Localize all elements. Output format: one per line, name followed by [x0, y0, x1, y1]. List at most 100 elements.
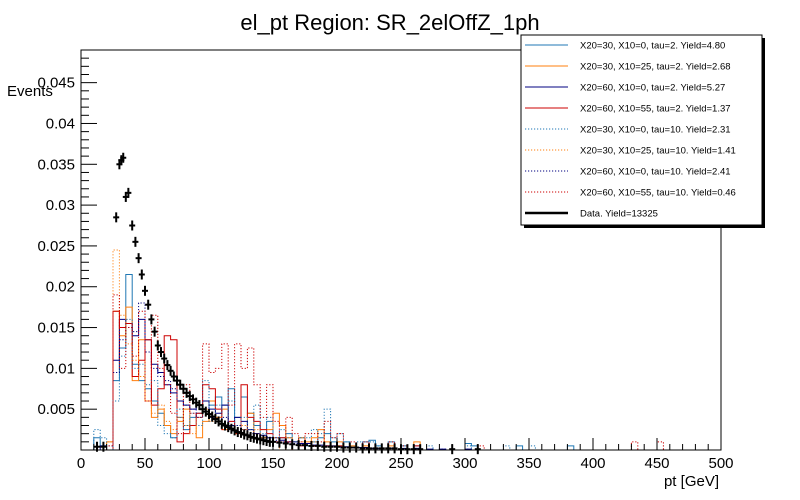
x-tick-label: 300: [452, 455, 477, 472]
data-point: [170, 371, 177, 382]
x-tick-label: 200: [324, 455, 349, 472]
x-axis-label: pt [GeV]: [664, 473, 719, 490]
data-points-layer: [94, 152, 481, 455]
y-tick-label: 0.035: [37, 156, 75, 173]
data-point: [180, 383, 187, 394]
data-point: [238, 427, 244, 438]
x-tick-label: 250: [388, 455, 413, 472]
data-point: [148, 314, 155, 325]
legend-label: X20=30, X10=25, tau=2. Yield=2.68: [580, 62, 731, 73]
data-point: [378, 443, 385, 454]
series-1-histogram: [93, 273, 575, 450]
data-point: [417, 444, 424, 455]
series-layer: [93, 249, 664, 450]
data-point: [225, 422, 232, 433]
x-tick-label: 400: [580, 455, 605, 472]
data-point: [209, 411, 216, 422]
data-point: [129, 220, 136, 231]
data-point: [138, 269, 145, 280]
legend: X20=30, X10=0, tau=2. Yield=4.80 X20=30, …: [520, 34, 765, 228]
legend-entry: X20=30, X10=0, tau=10. Yield=2.31: [525, 125, 731, 136]
data-point: [244, 430, 251, 441]
x-tick-label: 0: [77, 455, 85, 472]
data-point: [302, 440, 308, 451]
data-point: [186, 391, 193, 402]
y-tick-label: 0.015: [37, 320, 75, 337]
data-point: [158, 347, 164, 358]
legend-label: Data. Yield=13325: [580, 209, 658, 220]
data-point: [174, 375, 180, 386]
data-point: [120, 152, 127, 163]
legend-label: X20=60, X10=55, tau=2. Yield=1.37: [580, 104, 731, 115]
data-point: [177, 379, 184, 390]
legend-entry: X20=60, X10=55, tau=10. Yield=0.46: [525, 188, 736, 199]
x-tick-label: 500: [708, 455, 733, 472]
data-point: [183, 387, 190, 398]
data-point: [215, 416, 222, 427]
data-point: [366, 443, 372, 454]
y-tick-label: 0.03: [46, 197, 75, 214]
data-point: [142, 285, 148, 296]
legend-entry: X20=30, X10=25, tau=2. Yield=2.68: [525, 62, 731, 73]
data-point: [353, 442, 360, 453]
data-point: [151, 326, 158, 337]
legend-entry: X20=60, X10=0, tau=2. Yield=5.27: [525, 83, 725, 94]
data-point: [164, 360, 171, 371]
legend-entry: Data. Yield=13325: [525, 209, 658, 220]
series-8-histogram: [106, 294, 664, 450]
x-tick-label: 100: [196, 455, 221, 472]
data-point: [167, 365, 174, 376]
y-tick-label: 0.045: [37, 75, 75, 92]
y-axis: 0.005 0.01 0.015 0.02 0.025 0.03 0.035 0.04 0.04…: [37, 49, 97, 443]
x-tick-label: 350: [516, 455, 541, 472]
legend-entry: X20=30, X10=25, tau=10. Yield=1.41: [525, 146, 736, 157]
legend-entry: X20=60, X10=55, tau=2. Yield=1.37: [525, 104, 731, 115]
data-point: [222, 420, 228, 431]
series-5-histogram: [93, 318, 536, 450]
series-7-histogram: [106, 302, 472, 450]
series-6-histogram: [106, 249, 370, 450]
x-tick-label: 150: [260, 455, 285, 472]
y-tick-label: 0.025: [37, 238, 75, 255]
legend-entry: X20=30, X10=0, tau=2. Yield=4.80: [525, 41, 725, 52]
legend-label: X20=60, X10=0, tau=10. Yield=2.41: [580, 167, 731, 178]
x-tick-label: 450: [644, 455, 669, 472]
data-point: [404, 444, 411, 455]
series-2-histogram: [106, 306, 421, 450]
data-point: [125, 187, 132, 198]
legend-entry: X20=60, X10=0, tau=10. Yield=2.41: [525, 167, 731, 178]
chart-title: el_pt Region: SR_2elOffZ_1ph: [240, 10, 539, 35]
data-point: [193, 397, 200, 408]
data-point: [391, 443, 398, 454]
data-point: [212, 413, 219, 424]
data-point: [145, 299, 152, 310]
legend-label: X20=30, X10=0, tau=10. Yield=2.31: [580, 125, 731, 136]
y-tick-label: 0.04: [46, 115, 75, 132]
data-point: [132, 236, 139, 247]
data-point: [314, 440, 321, 451]
legend-label: X20=60, X10=0, tau=2. Yield=5.27: [580, 83, 725, 94]
data-point: [228, 423, 235, 434]
legend-box: [520, 34, 763, 226]
y-tick-label: 0.02: [46, 279, 75, 296]
legend-label: X20=30, X10=25, tau=10. Yield=1.41: [580, 146, 736, 157]
data-point: [161, 353, 168, 364]
data-point: [289, 439, 296, 450]
y-tick-label: 0.01: [46, 360, 75, 377]
data-point: [199, 404, 206, 415]
y-axis-label: Events: [7, 83, 53, 100]
x-axis: 0 50 100 150 200 250 300 350 400 450 500: [77, 438, 734, 472]
data-point: [113, 212, 120, 223]
data-point: [135, 253, 142, 264]
data-point: [218, 418, 225, 429]
data-point: [196, 400, 203, 411]
series-4-histogram: [112, 310, 421, 450]
data-point: [202, 406, 209, 417]
data-point: [340, 442, 347, 453]
data-point: [206, 409, 212, 420]
x-tick-label: 50: [137, 455, 154, 472]
legend-label: X20=30, X10=0, tau=2. Yield=4.80: [580, 41, 725, 52]
y-tick-label: 0.005: [37, 401, 75, 418]
data-point: [154, 340, 161, 351]
